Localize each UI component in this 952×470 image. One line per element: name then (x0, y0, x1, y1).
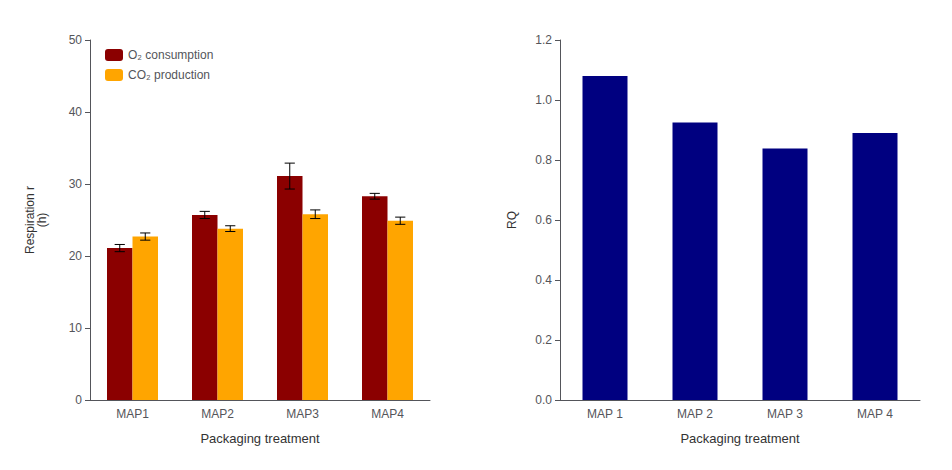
svg-text:MAP2: MAP2 (201, 407, 234, 421)
svg-text:Packaging treatment: Packaging treatment (200, 431, 320, 446)
svg-text:1.2: 1.2 (535, 33, 552, 47)
svg-text:CO₂ production: CO₂ production (128, 68, 210, 82)
svg-text:0.4: 0.4 (535, 273, 552, 287)
svg-text:0.6: 0.6 (535, 213, 552, 227)
svg-text:Respiration r: Respiration r (23, 186, 37, 254)
svg-text:MAP3: MAP3 (286, 407, 319, 421)
svg-text:MAP 1: MAP 1 (587, 407, 623, 421)
svg-text:O₂ consumption: O₂ consumption (128, 48, 213, 62)
svg-text:20: 20 (69, 249, 83, 263)
svg-text:MAP 3: MAP 3 (767, 407, 803, 421)
svg-text:0: 0 (75, 393, 82, 407)
svg-text:MAP4: MAP4 (371, 407, 404, 421)
svg-text:0.2: 0.2 (535, 333, 552, 347)
svg-text:(h): (h) (35, 213, 49, 228)
svg-text:MAP1: MAP1 (116, 407, 149, 421)
svg-text:MAP 2: MAP 2 (677, 407, 713, 421)
svg-text:Packaging treatment: Packaging treatment (680, 431, 800, 446)
svg-text:MAP 4: MAP 4 (857, 407, 893, 421)
svg-text:0.8: 0.8 (535, 153, 552, 167)
svg-text:10: 10 (69, 321, 83, 335)
svg-text:RQ: RQ (505, 211, 519, 229)
svg-text:30: 30 (69, 177, 83, 191)
svg-text:1.0: 1.0 (535, 93, 552, 107)
svg-text:50: 50 (69, 33, 83, 47)
svg-text:40: 40 (69, 105, 83, 119)
svg-text:0.0: 0.0 (535, 393, 552, 407)
